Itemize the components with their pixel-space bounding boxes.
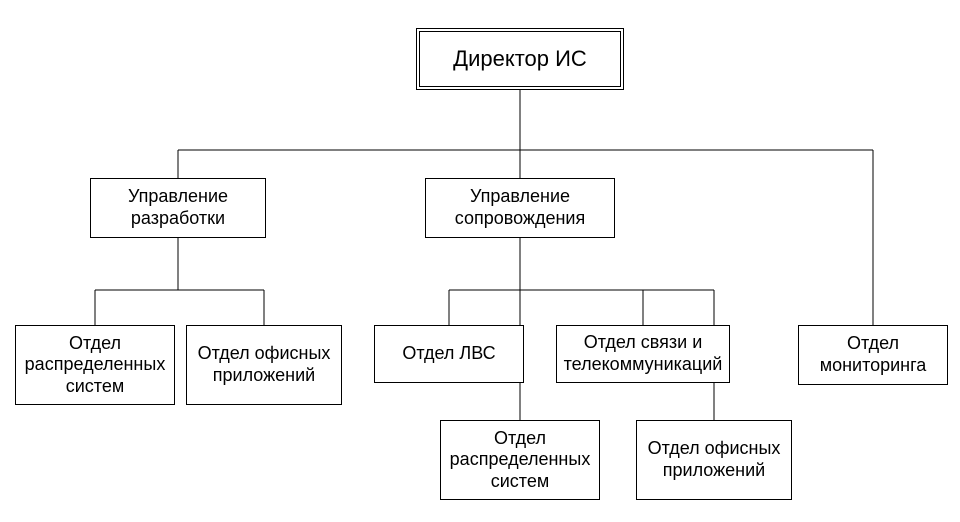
org-node-root: Директор ИС	[416, 28, 624, 90]
org-node-label: Отдел распределенных систем	[22, 333, 168, 398]
org-node-dept3: Отдел мониторинга	[798, 325, 948, 385]
org-node-label: Отдел распределенных систем	[447, 428, 593, 493]
org-node-mgmt1: Управление разработки	[90, 178, 266, 238]
org-node-label: Отдел офисных приложений	[643, 438, 785, 481]
org-node-dept2b: Отдел связи и телекоммуникаций	[556, 325, 730, 383]
org-node-label: Отдел офисных приложений	[193, 343, 335, 386]
org-node-label: Управление разработки	[97, 186, 259, 229]
org-node-label: Директор ИС	[453, 46, 587, 72]
org-node-label: Отдел связи и телекоммуникаций	[563, 332, 723, 375]
org-node-dept2d: Отдел офисных приложений	[636, 420, 792, 500]
org-chart: Директор ИС Управление разработки Управлен…	[0, 0, 960, 522]
org-node-dept2a: Отдел ЛВС	[374, 325, 524, 383]
org-node-dept1a: Отдел распределенных систем	[15, 325, 175, 405]
org-node-dept2c: Отдел распределенных систем	[440, 420, 600, 500]
org-node-label: Отдел мониторинга	[805, 333, 941, 376]
org-node-mgmt2: Управление сопровождения	[425, 178, 615, 238]
org-node-dept1b: Отдел офисных приложений	[186, 325, 342, 405]
org-node-label: Управление сопровождения	[432, 186, 608, 229]
org-node-label: Отдел ЛВС	[402, 343, 495, 365]
